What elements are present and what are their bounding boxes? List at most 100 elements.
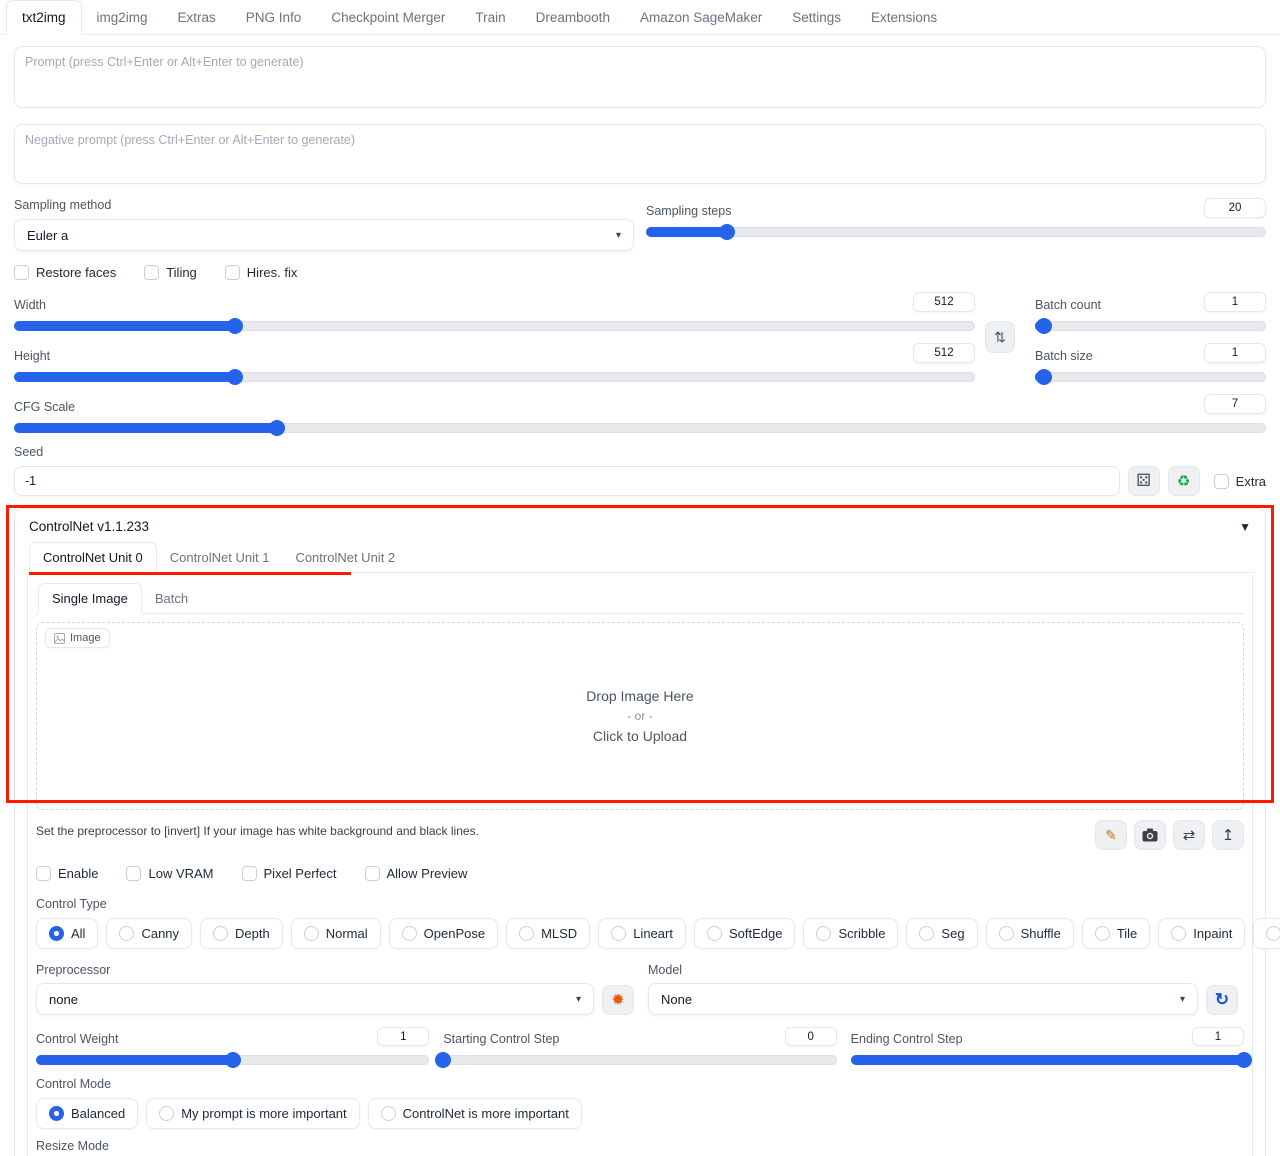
chip-label: All: [71, 926, 86, 941]
starting-step-slider[interactable]: [435, 1052, 837, 1068]
tab-png-info[interactable]: PNG Info: [245, 10, 302, 25]
annotation-underline: [29, 572, 351, 575]
tab-single-image[interactable]: Single Image: [38, 583, 142, 614]
checkbox-icon: [14, 265, 29, 280]
control-weight-input[interactable]: 1: [377, 1027, 430, 1046]
control-type-all[interactable]: All: [36, 918, 99, 949]
cfg-scale-input[interactable]: 7: [1204, 394, 1266, 414]
tab-img2img[interactable]: img2img: [96, 10, 148, 25]
mirror-webcam-button[interactable]: ⇄: [1173, 820, 1205, 850]
control-mode-prompt-important[interactable]: My prompt is more important: [146, 1098, 360, 1129]
seed-input[interactable]: [14, 466, 1120, 496]
controlnet-accordion-header[interactable]: ControlNet v1.1.233 ▼: [27, 517, 1253, 534]
webcam-button[interactable]: [1134, 820, 1166, 850]
allow-preview-checkbox[interactable]: Allow Preview: [364, 866, 467, 881]
control-type-seg[interactable]: Seg: [906, 918, 978, 949]
control-type-shuffle[interactable]: Shuffle: [985, 918, 1074, 949]
recycle-icon: ♻: [1176, 473, 1191, 490]
control-type-canny[interactable]: Canny: [106, 918, 193, 949]
extra-seed-checkbox[interactable]: Extra: [1213, 473, 1266, 489]
tab-controlnet-unit-0[interactable]: ControlNet Unit 0: [29, 542, 157, 573]
chip-label: ControlNet is more important: [402, 1106, 569, 1121]
control-type-normal[interactable]: Normal: [290, 918, 381, 949]
tab-controlnet-unit-1[interactable]: ControlNet Unit 1: [169, 550, 270, 565]
chip-label: Scribble: [838, 926, 886, 941]
enable-checkbox[interactable]: Enable: [36, 866, 98, 881]
radio-icon: [303, 926, 319, 941]
reuse-seed-button[interactable]: ♻: [1167, 466, 1200, 496]
cfg-scale-block: CFG Scale 7: [14, 394, 1266, 436]
tab-settings[interactable]: Settings: [792, 10, 842, 25]
click-to-upload-text[interactable]: Click to Upload: [592, 728, 688, 744]
control-type-ip2p[interactable]: IP2P: [1253, 918, 1280, 949]
preprocessor-select[interactable]: none ▾: [36, 983, 594, 1015]
sampling-steps-slider[interactable]: [646, 224, 1266, 240]
tab-controlnet-unit-2[interactable]: ControlNet Unit 2: [295, 550, 396, 565]
height-input[interactable]: 512: [913, 343, 975, 363]
or-text: - or -: [627, 709, 653, 723]
tab-extras[interactable]: Extras: [177, 10, 216, 25]
send-dimensions-button[interactable]: ↥: [1212, 820, 1244, 850]
control-type-openpose[interactable]: OpenPose: [388, 918, 499, 949]
ending-step-slider[interactable]: [850, 1052, 1252, 1068]
starting-step-block: Starting Control Step 0: [435, 1027, 837, 1068]
batch-size-slider[interactable]: [1035, 369, 1266, 385]
control-weight-label: Control Weight: [36, 1032, 119, 1046]
swap-vertical-icon: ⇅: [994, 328, 1006, 345]
control-weight-slider[interactable]: [36, 1052, 430, 1068]
chevron-down-icon: ▾: [575, 993, 581, 1005]
control-type-lineart[interactable]: Lineart: [598, 918, 686, 949]
model-value: None: [661, 991, 693, 1007]
hires-fix-checkbox[interactable]: Hires. fix: [224, 265, 297, 280]
pixel-perfect-checkbox[interactable]: Pixel Perfect: [241, 866, 337, 881]
radio-icon: [119, 926, 135, 941]
control-type-softedge[interactable]: SoftEdge: [693, 918, 796, 949]
cfg-scale-slider[interactable]: [14, 420, 1266, 436]
low-vram-checkbox[interactable]: Low VRAM: [126, 866, 214, 881]
tab-batch[interactable]: Batch: [154, 591, 189, 606]
width-slider[interactable]: [14, 318, 975, 334]
control-mode-balanced[interactable]: Balanced: [36, 1098, 139, 1129]
run-preprocessor-button[interactable]: ✹: [602, 985, 634, 1015]
tab-dreambooth[interactable]: Dreambooth: [535, 10, 610, 25]
starting-step-input[interactable]: 0: [784, 1027, 837, 1046]
refresh-models-button[interactable]: ↻: [1206, 985, 1238, 1015]
sampling-method-select[interactable]: Euler a ▾: [14, 219, 634, 251]
control-type-depth[interactable]: Depth: [200, 918, 283, 949]
seed-label: Seed: [14, 445, 44, 459]
restore-faces-checkbox[interactable]: Restore faces: [14, 265, 116, 280]
checkbox-icon: [144, 265, 160, 280]
prompt-input[interactable]: [25, 55, 1255, 99]
swap-dimensions-button[interactable]: ⇅: [985, 321, 1015, 353]
chip-label: My prompt is more important: [181, 1106, 347, 1121]
control-type-inpaint[interactable]: Inpaint: [1158, 918, 1246, 949]
radio-icon: [706, 926, 722, 941]
tab-train[interactable]: Train: [475, 10, 506, 25]
batch-count-input[interactable]: 1: [1204, 292, 1266, 312]
model-select[interactable]: None ▾: [648, 983, 1198, 1015]
sampling-steps-input[interactable]: 20: [1204, 198, 1266, 218]
height-slider[interactable]: [14, 369, 975, 385]
tiling-checkbox[interactable]: Tiling: [144, 265, 197, 280]
control-mode-controlnet-important[interactable]: ControlNet is more important: [367, 1098, 582, 1129]
control-type-mlsd[interactable]: MLSD: [506, 918, 591, 949]
random-seed-button[interactable]: ⚄: [1127, 466, 1160, 496]
negative-prompt-input[interactable]: [25, 133, 1255, 175]
tab-txt2img[interactable]: txt2img: [6, 0, 82, 35]
control-type-tile[interactable]: Tile: [1081, 918, 1151, 949]
tab-amazon-sagemaker[interactable]: Amazon SageMaker: [639, 10, 763, 25]
chip-label: Seg: [941, 926, 965, 941]
tab-checkpoint-merger[interactable]: Checkpoint Merger: [331, 10, 446, 25]
batch-size-input[interactable]: 1: [1204, 343, 1266, 363]
controlnet-unit0-content: Single Image Batch Image Drop Image Here…: [27, 575, 1280, 1156]
tab-extensions[interactable]: Extensions: [871, 10, 938, 25]
control-type-scribble[interactable]: Scribble: [803, 918, 899, 949]
extra-seed-label: Extra: [1235, 473, 1266, 489]
width-input[interactable]: 512: [913, 292, 975, 312]
image-drop-zone[interactable]: Image Drop Image Here - or - Click to Up…: [36, 622, 1244, 810]
new-canvas-button[interactable]: ✎: [1095, 820, 1127, 850]
ending-step-input[interactable]: 1: [1192, 1027, 1244, 1046]
batch-count-slider[interactable]: [1035, 318, 1266, 334]
radio-icon: [159, 1106, 175, 1121]
radio-icon: [213, 926, 229, 941]
